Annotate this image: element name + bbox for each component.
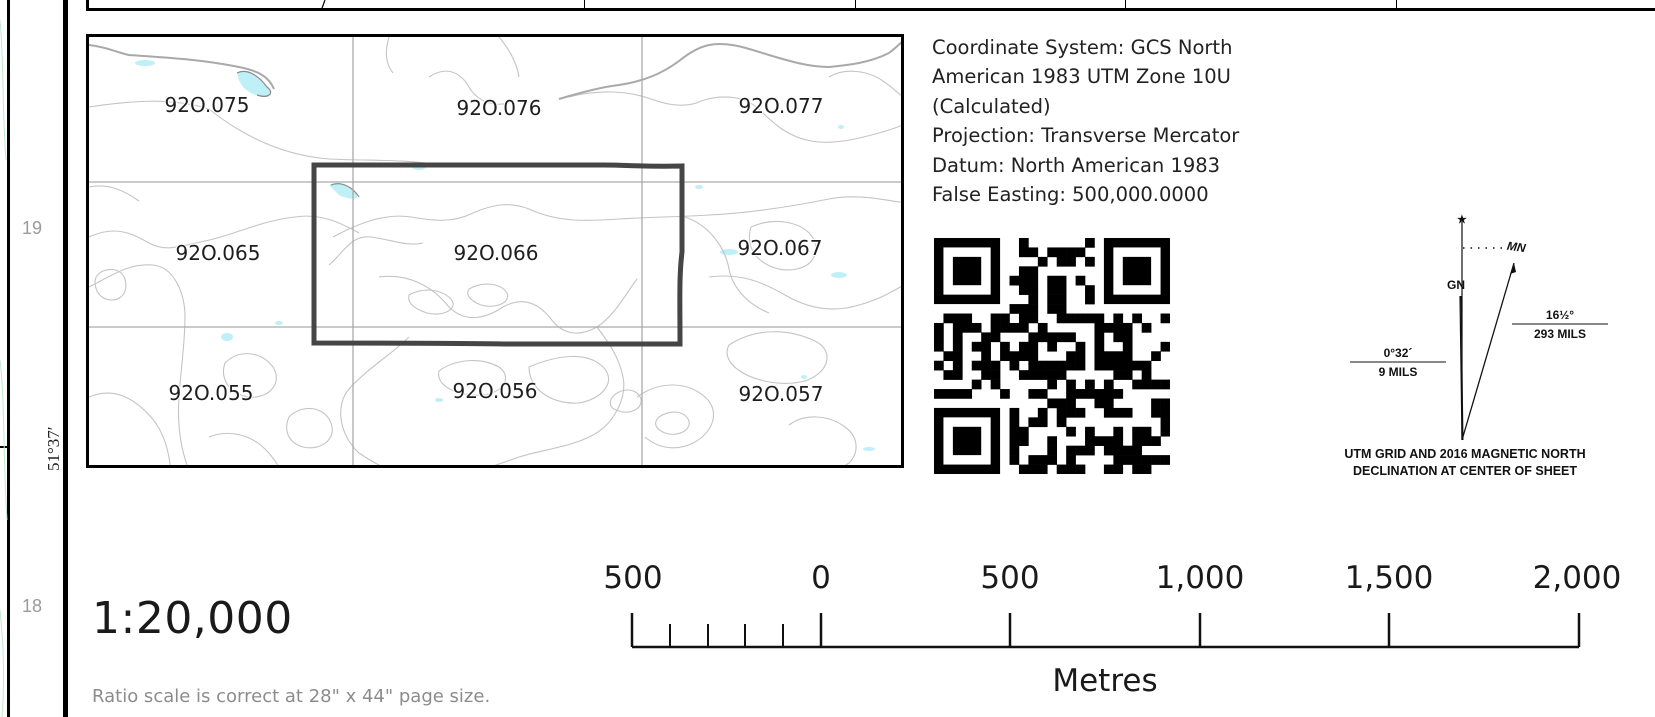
tile-label: 92O.055	[168, 381, 254, 405]
ratio-scale: 1:20,000	[92, 593, 293, 644]
table-divider	[584, 0, 585, 11]
table-divider	[1396, 0, 1397, 11]
tile-label: 92O.065	[175, 241, 261, 265]
table-divider	[855, 0, 856, 11]
coord-line: Datum: North American 1983	[932, 153, 1221, 177]
mn-label: MN	[1506, 238, 1527, 256]
table-divider	[1125, 0, 1126, 11]
tile-label: 92O.075	[164, 93, 250, 117]
coord-line: Coordinate System: GCS North	[932, 36, 1233, 59]
coord-line: False Easting: 500,000.0000	[932, 183, 1209, 207]
map-frame-strip: 19 18 51°37′	[0, 0, 70, 717]
gn-label: GN	[1447, 278, 1465, 292]
frame-line-inner	[63, 0, 68, 717]
coordinate-system-info: Coordinate System: GCS North American 19…	[932, 33, 1292, 209]
grid-number-18: 18	[22, 596, 43, 616]
table-divider-slant	[320, 0, 326, 11]
frame-line-outer	[7, 0, 10, 717]
true-north-star-icon: ★	[1457, 214, 1467, 226]
coord-line: American 1983 UTM Zone 10U	[932, 65, 1231, 89]
coord-line: (Calculated)	[932, 94, 1051, 118]
declination-caption: UTM GRID AND 2016 MAGNETIC NORTH DECLINA…	[1300, 446, 1630, 480]
tile-label: 92O.077	[738, 94, 824, 118]
grid-convergence-mils: 9 MILS	[1378, 365, 1418, 379]
current-sheet-label: 92O.066	[453, 241, 539, 265]
top-table-strip	[86, 0, 1655, 11]
magnetic-declination-degrees: 16½°	[1545, 308, 1575, 322]
ratio-scale-note: Ratio scale is correct at 28" x 44" page…	[92, 686, 491, 707]
scale-label: 2,000	[1532, 560, 1622, 596]
lat-tick	[0, 446, 10, 448]
scale-label: 500	[980, 560, 1040, 596]
scale-bar	[630, 613, 1581, 649]
coord-line: Projection: Transverse Mercator	[932, 124, 1240, 148]
grid-number-19: 19	[22, 218, 43, 238]
scale-label: 0	[811, 560, 831, 596]
qr-code-icon	[934, 238, 1171, 475]
declination-caption-line: DECLINATION AT CENTER OF SHEET	[1352, 464, 1578, 478]
declination-diagram: ★ MN GN 16½° 293 MILS 0°32´ 9 MILS UTM G…	[1300, 210, 1630, 490]
scale-label: 500	[603, 560, 663, 596]
index-map: 92O.075 92O.076 92O.077 92O.065 92O.066 …	[86, 34, 904, 468]
magnetic-declination-mils: 293 MILS	[1533, 327, 1587, 341]
declination-caption-line: UTM GRID AND 2016 MAGNETIC NORTH	[1344, 447, 1586, 461]
grid-convergence-degrees: 0°32´	[1383, 346, 1413, 360]
scale-unit: Metres	[1052, 663, 1158, 699]
scale-label: 1,500	[1344, 560, 1434, 596]
map-edge-contours	[0, 19, 8, 717]
index-map-terrain	[89, 37, 901, 465]
declination-arrows	[1350, 222, 1608, 441]
tile-label: 92O.067	[737, 236, 823, 260]
tile-label: 92O.057	[738, 382, 824, 406]
tile-label: 92O.076	[456, 96, 542, 120]
scale-label: 1,000	[1155, 560, 1245, 596]
latitude-label: 51°37′	[44, 426, 63, 471]
tile-label: 92O.056	[452, 379, 538, 403]
